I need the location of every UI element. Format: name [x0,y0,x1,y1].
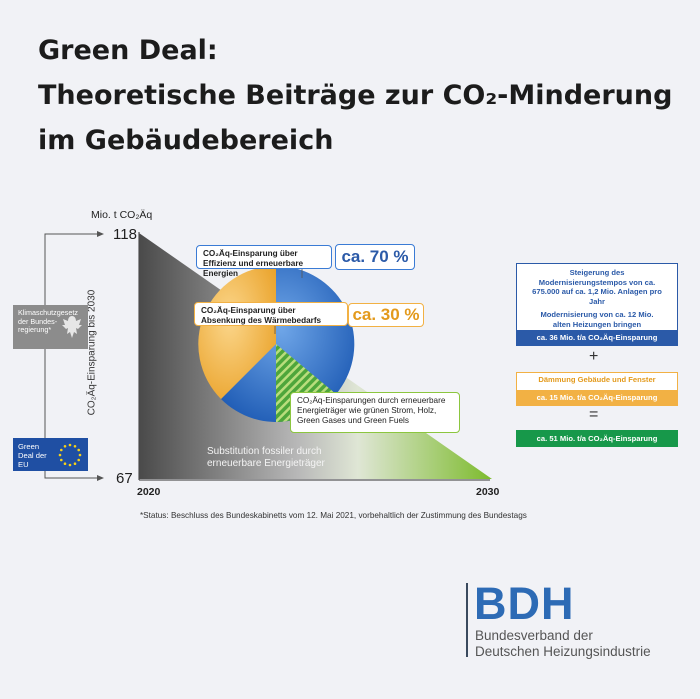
klimaschutzgesetz-label: Klimaschutzgesetz der Bundes-regierung* [18,308,78,334]
y-axis-label: CO₂Äq-Einsparung bis 2030 [86,289,98,416]
plus-sign: + [589,348,599,365]
callout-effizienz: CO₂Äq-Einsparung über Effizienz und erne… [196,245,332,278]
green-deal-label: Green Deal der EU [18,442,47,469]
modernisierung-panel: Steigerung des Modernisierungstempos von… [516,263,678,346]
eu-stars-icon [58,443,82,467]
x-tick-left: 2020 [137,486,161,498]
pie-slice-waermebedarf [198,266,276,399]
eagle-icon [62,316,82,338]
page-title-line-1: Green Deal: [38,35,218,66]
logo-separator [466,583,468,657]
modernisierung-subtitle: Modernisierung von ca. 12 Mio. alten Hei… [540,310,654,329]
page-title-line-2: Theoretische Beiträge zur CO₂-Minderung [38,80,673,111]
footnote: *Status: Beschluss des Bundeskabinetts v… [140,511,527,520]
bdh-subtitle: Bundesverband der Deutschen Heizungsindu… [475,628,651,660]
callout-erneuerbare: CO₂Äq-Einsparungen durch erneuerbare Ene… [290,392,460,433]
modernisierung-title: Steigerung des Modernisierungstempos von… [532,268,662,306]
daemmung-panel: Dämmung Gebäude und Fenster ca. 15 Mio. … [516,372,678,406]
value-waermebedarf: ca. 30 % [348,303,424,327]
modernisierung-value: ca. 36 Mio. t/a CO₂Äq-Einsparung [517,330,677,345]
y-tick-top: 118 [113,226,137,243]
bdh-subtitle-line-1: Bundesverband der [475,628,593,643]
klimaschutzgesetz-block: Klimaschutzgesetz der Bundes-regierung* [13,305,88,349]
y-axis-unit: Mio. t CO₂Äq [91,209,153,221]
equals-sign: = [589,406,599,423]
daemmung-title: Dämmung Gebäude und Fenster [538,375,656,384]
callout-waermebedarf: CO₂Äq-Einsparung über Absenkung des Wärm… [194,302,348,326]
bdh-logo: BDH [474,578,575,629]
x-tick-right: 2030 [476,486,500,498]
green-deal-block: Green Deal der EU [13,438,88,471]
substitution-label: Substitution fossiler durch erneuerbare … [207,446,325,469]
y-tick-bottom: 67 [116,470,133,487]
arrow-bottom [97,475,104,481]
arrow-top [97,231,104,237]
daemmung-value: ca. 15 Mio. t/a CO₂Äq-Einsparung [517,390,677,405]
total-value: ca. 51 Mio. t/a CO₂Äq-Einsparung [516,430,678,447]
bdh-subtitle-line-2: Deutschen Heizungsindustrie [475,644,651,659]
value-effizienz: ca. 70 % [335,244,415,270]
page-title-line-3: im Gebäudebereich [38,125,334,156]
bracket-line [44,233,100,479]
